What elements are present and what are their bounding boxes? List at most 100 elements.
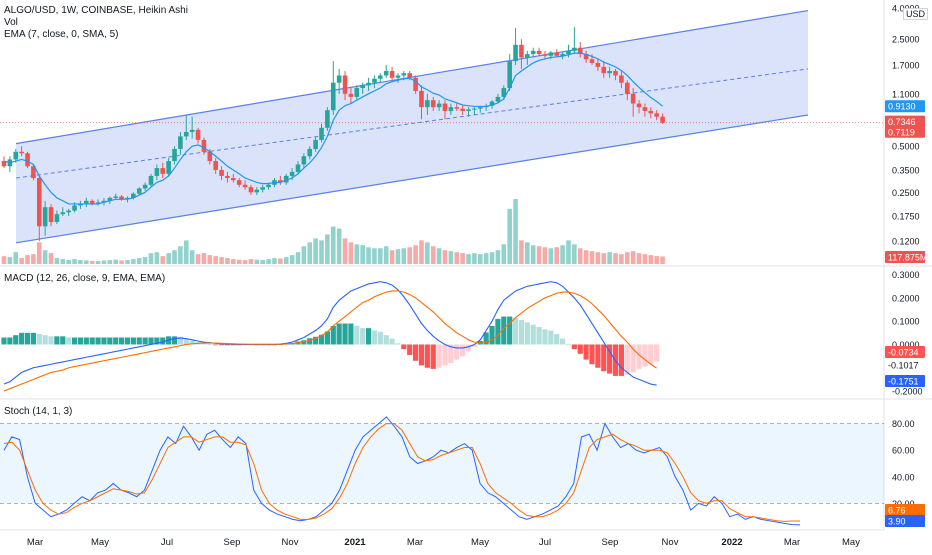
macd-histogram-bar [542, 329, 548, 345]
volume-bar [295, 252, 301, 264]
macd-tick-label: 0.3000 [892, 270, 920, 280]
volume-legend: Vol [4, 17, 18, 28]
candle-body [489, 101, 495, 106]
volume-bar [536, 246, 542, 264]
volume-bar [566, 240, 571, 264]
volume-bar [131, 259, 136, 264]
candle-body [231, 178, 236, 181]
macd-histogram-bar [389, 338, 395, 345]
volume-bar [78, 260, 83, 264]
macd-histogram-bar [636, 344, 642, 369]
volume-bar [225, 258, 230, 264]
candle-body [354, 88, 360, 97]
close-price-tag-bg [885, 125, 925, 138]
time-axis-label: May [471, 537, 489, 548]
macd-histogram-bar [654, 344, 660, 362]
macd-histogram-bar [301, 340, 307, 345]
candle-body [325, 110, 330, 128]
candle-body [236, 180, 242, 185]
candle-body [266, 184, 271, 188]
macd-value-tag-bg [885, 375, 925, 387]
volume-bar [654, 256, 659, 264]
macd-histogram-bar [130, 337, 136, 345]
volume-bar [66, 260, 71, 264]
candle-body [395, 75, 401, 78]
price-tick-label: 2.5000 [892, 35, 920, 45]
volume-bar [383, 246, 389, 264]
stoch-tick-label: 60.00 [892, 446, 915, 456]
price-tick-label: 1.7000 [892, 60, 920, 70]
time-axis-label: Mar [784, 537, 800, 548]
macd-histogram-bar [577, 344, 583, 354]
volume-bar [648, 255, 654, 264]
stoch-d-line [3, 423, 801, 522]
macd-histogram-bar [207, 344, 213, 345]
volume-bar [613, 253, 618, 264]
volume-bar [231, 259, 236, 264]
stoch-tick-label: 80.00 [892, 419, 915, 429]
macd-histogram-bar [371, 330, 378, 345]
volume-bar [407, 247, 413, 264]
regression-channel-fill [16, 10, 808, 243]
macd-histogram-bar [36, 334, 42, 345]
macd-histogram-bar [107, 337, 113, 345]
time-axis-label: May [91, 537, 109, 548]
volume-bar [254, 259, 260, 264]
macd-histogram-bar [595, 344, 601, 368]
volume-bar [119, 260, 124, 264]
macd-histogram-bar [218, 344, 225, 346]
price-tick-label: 0.1750 [892, 212, 920, 222]
macd-histogram-bar [342, 323, 348, 345]
candle-body [383, 71, 389, 76]
candle-body [336, 75, 342, 83]
macd-histogram-bar [512, 317, 519, 345]
stoch-d-tag: 6.76 [888, 506, 906, 516]
candle-body [225, 175, 230, 179]
macd-histogram-bar [13, 335, 19, 345]
candle-body [636, 103, 642, 108]
macd-histogram-bar [19, 332, 25, 345]
volume-bar [436, 248, 442, 264]
volume-bar [360, 245, 365, 264]
candle-body [54, 214, 60, 222]
macd-histogram-bar [442, 344, 448, 366]
volume-bar [395, 249, 401, 264]
macd-histogram-bar [454, 344, 460, 360]
volume-bar [13, 252, 19, 264]
macd-histogram-bar [142, 337, 148, 345]
volume-bar [7, 257, 13, 264]
volume-bar [236, 259, 242, 264]
stoch-k-line [3, 416, 801, 526]
volume-bar [289, 255, 295, 264]
macd-histogram-bar [66, 337, 72, 345]
volume-bar [301, 246, 307, 264]
time-axis-label: Mar [407, 537, 423, 548]
candle-body [389, 71, 395, 78]
macd-histogram-bar [119, 337, 125, 345]
volume-bar [630, 251, 636, 264]
volume-bar [554, 247, 560, 264]
candle-body [660, 116, 665, 123]
volume-bar [25, 255, 30, 264]
candle-body [89, 200, 95, 204]
volume-bar [189, 250, 195, 264]
price-tick-label: 0.1200 [892, 237, 920, 247]
macd-histogram-bar [418, 344, 425, 366]
macd-histogram-bar [536, 327, 542, 345]
candle-body [548, 52, 554, 56]
macd-tick-label: 0.1000 [892, 317, 920, 327]
open-price-tag: 0.7346 [888, 117, 916, 127]
macd-signal-tag: -0.1017 [888, 361, 919, 371]
macd-histogram-bar [189, 340, 195, 345]
candle-body [342, 75, 348, 94]
volume-bar [89, 261, 95, 264]
candle-body [242, 184, 248, 188]
macd-histogram-bar [530, 324, 536, 345]
volume-bar [201, 253, 207, 264]
macd-histogram-bar [648, 344, 654, 365]
volume-bar [283, 257, 289, 264]
volume-bar [372, 248, 377, 264]
volume-bar [607, 252, 612, 264]
stoch-k-tag: 3.90 [888, 517, 906, 527]
candle-body [542, 54, 548, 56]
